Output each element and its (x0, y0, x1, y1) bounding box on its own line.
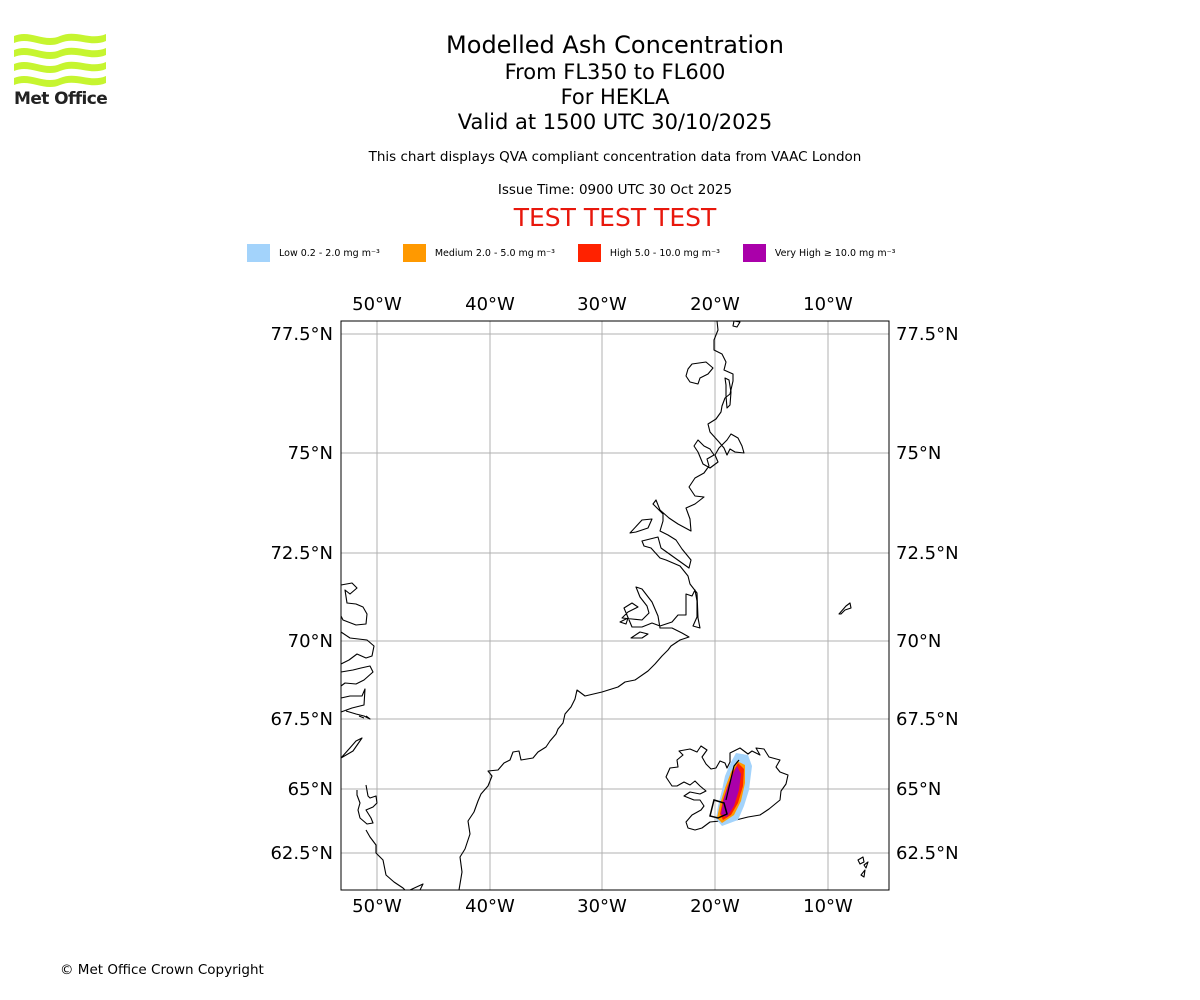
lat-tick-label: 70°N (896, 631, 941, 652)
greenland-islet (630, 631, 649, 639)
legend-item-very-high: Very High ≥ 10.0 mg m⁻³ (742, 244, 896, 262)
legend-item-high: High 5.0 - 10.0 mg m⁻³ (577, 244, 720, 262)
legend-swatch-very-high (742, 244, 766, 262)
lat-tick-label: 65°N (288, 779, 333, 800)
lon-tick-label: 10°W (803, 896, 853, 917)
lon-tick-label: 50°W (352, 294, 402, 315)
lat-tick-label: 75°N (288, 443, 333, 464)
greenland-west-coast (340, 582, 424, 891)
lat-tick-label: 72.5°N (270, 543, 333, 564)
lon-ticks-bottom: 50°W 40°W 30°W 20°W 10°W (352, 896, 853, 917)
volcano-name: For HEKLA (560, 85, 670, 109)
legend-label-high: High 5.0 - 10.0 mg m⁻³ (609, 247, 720, 259)
issue-time: Issue Time: 0900 UTC 30 Oct 2025 (497, 182, 733, 198)
volcano-source-box (709, 799, 728, 819)
coastlines (340, 320, 869, 891)
lat-tick-label: 75°N (896, 443, 941, 464)
greenland-islet (629, 518, 653, 534)
lat-tick-label: 62.5°N (896, 843, 959, 864)
met-office-logo: Met Office (14, 30, 108, 109)
legend-item-medium: Medium 2.0 - 5.0 mg m⁻³ (402, 244, 555, 262)
jan-mayen (838, 602, 852, 615)
lon-tick-label: 40°W (465, 896, 515, 917)
map-gridlines (341, 321, 889, 890)
lon-tick-label: 40°W (465, 294, 515, 315)
legend-swatch-low (247, 244, 270, 262)
ash-contour-very-high (721, 766, 741, 817)
ash-plume (709, 753, 752, 826)
legend-label-medium: Medium 2.0 - 5.0 mg m⁻³ (434, 247, 555, 259)
legend-swatch-medium (402, 244, 426, 262)
title-block: Modelled Ash Concentration From FL350 to… (315, 30, 915, 231)
lon-tick-label: 50°W (352, 896, 402, 917)
copyright: © Met Office Crown Copyright (60, 962, 264, 978)
lat-tick-label: 67.5°N (270, 709, 333, 730)
greenland-east-coast (458, 320, 745, 891)
test-banner: TEST TEST TEST (513, 203, 717, 232)
lat-tick-label: 70°N (288, 631, 333, 652)
greenland-islet (619, 617, 629, 625)
met-office-waves-icon (14, 33, 106, 88)
lon-tick-label: 30°W (577, 896, 627, 917)
lat-ticks-left: 77.5°N 75°N 72.5°N 70°N 67.5°N 65°N 62.5… (270, 324, 333, 864)
legend: Low 0.2 - 2.0 mg m⁻³ Medium 2.0 - 5.0 mg… (247, 244, 918, 262)
logo-text: Met Office (14, 89, 108, 109)
lat-ticks-right: 77.5°N 75°N 72.5°N 70°N 67.5°N 65°N 62.5… (896, 324, 959, 864)
legend-label-low: Low 0.2 - 2.0 mg m⁻³ (279, 247, 380, 259)
lat-tick-label: 65°N (896, 779, 941, 800)
lon-tick-label: 30°W (577, 294, 627, 315)
greenland-islet (724, 377, 732, 409)
legend-swatch-high (577, 244, 601, 262)
plume-outline (725, 759, 740, 801)
lon-tick-label: 20°W (690, 896, 740, 917)
lon-tick-label: 10°W (803, 294, 853, 315)
qva-note: This chart displays QVA compliant concen… (368, 149, 862, 165)
map-frame (340, 320, 890, 891)
lat-tick-label: 67.5°N (896, 709, 959, 730)
lat-tick-label: 62.5°N (270, 843, 333, 864)
greenland-islet (685, 361, 714, 385)
legend-label-very-high: Very High ≥ 10.0 mg m⁻³ (774, 247, 896, 259)
flight-levels: From FL350 to FL600 (504, 60, 726, 84)
lat-tick-label: 77.5°N (896, 324, 959, 345)
lat-tick-label: 72.5°N (896, 543, 959, 564)
lat-tick-label: 77.5°N (270, 324, 333, 345)
iceland-coastline (665, 745, 789, 831)
chart-title: Modelled Ash Concentration (446, 31, 784, 59)
faroe-islands (857, 856, 869, 878)
lon-tick-label: 20°W (690, 294, 740, 315)
lon-ticks-top: 50°W 40°W 30°W 20°W 10°W (352, 294, 853, 315)
valid-time: Valid at 1500 UTC 30/10/2025 (457, 110, 773, 134)
greenland-islet (732, 320, 741, 328)
legend-item-low: Low 0.2 - 2.0 mg m⁻³ (247, 244, 380, 262)
